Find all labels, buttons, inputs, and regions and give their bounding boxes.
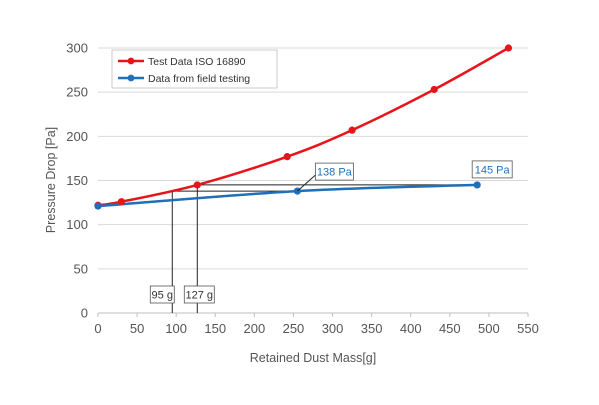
annotation-138pa-leader (297, 174, 316, 192)
test-data-point-1 (117, 198, 126, 206)
y-tick-label-4: 200 (66, 129, 88, 144)
legend-swatch-dot-1 (127, 74, 135, 82)
annotation-127g-box (183, 285, 215, 304)
test-data-point-4 (348, 126, 356, 134)
legend-box (111, 49, 278, 89)
gridlines (98, 47, 528, 270)
x-tick-label-6: 300 (322, 321, 344, 336)
x-tick-label-8: 400 (400, 321, 422, 336)
annotation-145pa-box (471, 160, 513, 179)
test-data-point-5 (430, 85, 438, 94)
y-tick-label-1: 50 (74, 261, 88, 276)
x-tick-label-9: 450 (439, 321, 461, 336)
x-tick-label-3: 150 (204, 321, 226, 336)
annotation-95g-label: 95 g (152, 290, 173, 302)
x-tick-label-7: 350 (361, 321, 383, 336)
y-tick-label-2: 100 (66, 217, 88, 232)
x-tick-label-5: 250 (283, 321, 305, 336)
reference-lines (171, 184, 478, 313)
x-axis-title: Retained Dust Mass[g] (250, 351, 376, 365)
x-tick-label-4: 200 (244, 321, 266, 336)
annotation-95g-box (149, 285, 175, 304)
legend: Test Data ISO 16890 Data from field testi… (111, 49, 278, 89)
annotation-138pa-label: 138 Pa (317, 167, 353, 179)
test-data-point-2 (193, 181, 201, 189)
x-tick-label-0: 0 (94, 321, 101, 336)
annotation-145pa-label: 145 Pa (475, 164, 511, 176)
y-tick-label-5: 250 (66, 85, 88, 100)
x-tick-label-1: 50 (130, 321, 144, 336)
legend-swatch-dot-0 (127, 57, 135, 65)
y-tick-label-3: 150 (66, 173, 88, 188)
legend-label-1: Data from field testing (148, 73, 250, 85)
x-tick-label-10: 500 (478, 321, 500, 336)
annotation-138pa-box (314, 162, 354, 181)
test-data-point-6 (504, 44, 513, 52)
x-tick-label-2: 100 (165, 321, 187, 336)
x-tick-label-11: 550 (517, 321, 539, 336)
y-tick-label-0: 0 (81, 306, 88, 321)
annotation-127g-label: 127 g (186, 290, 214, 302)
field-data-point-0 (94, 202, 102, 210)
y-axis-title: Pressure Drop [Pa] (44, 127, 58, 233)
field-data-point-2 (473, 181, 481, 189)
y-tick-label-6: 300 (66, 41, 88, 56)
axes: 0 50 100 150 200 250 300 0 50 100 150 200 250 300 350 4… (66, 41, 539, 337)
annotations: 138 Pa 145 Pa 95 g 127 g (149, 160, 513, 304)
legend-label-0: Test Data ISO 16890 (148, 56, 246, 68)
test-data-point-3 (283, 153, 291, 161)
